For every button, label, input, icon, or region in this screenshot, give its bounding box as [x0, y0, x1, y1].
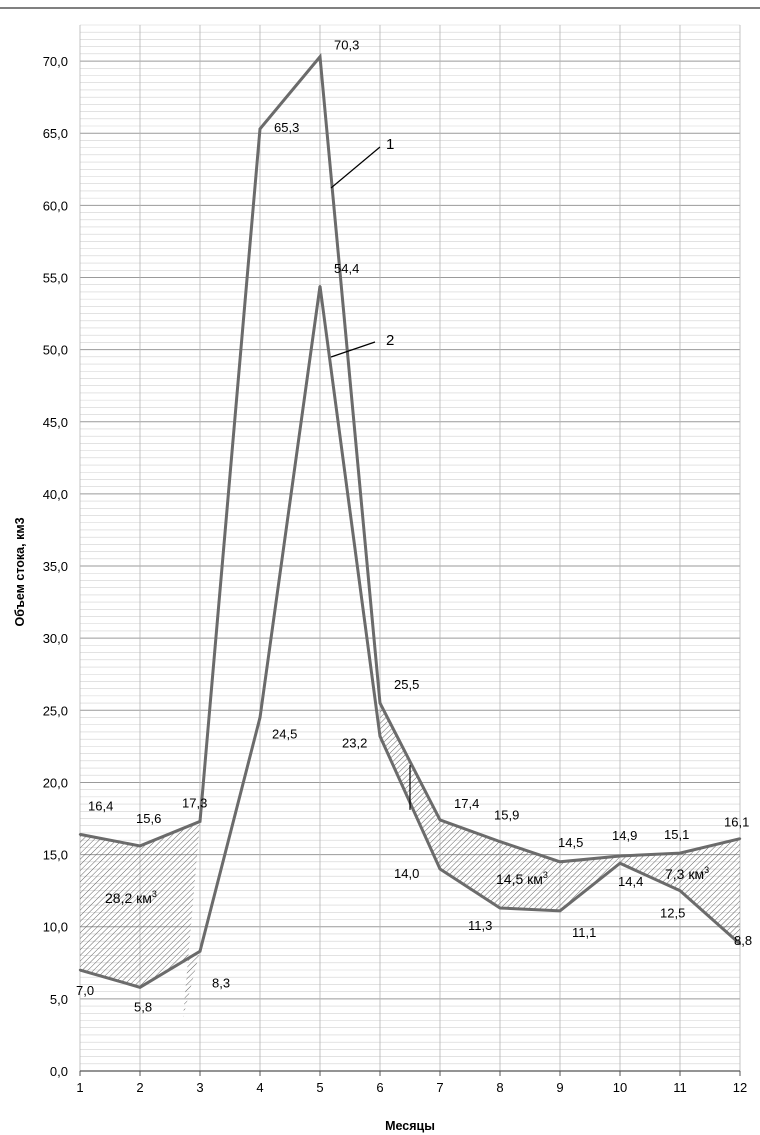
series-2-data-label: 12,5 [660, 906, 685, 921]
series-2-point [498, 906, 502, 910]
series-1-data-label: 70,3 [334, 38, 359, 53]
y-axis-title: Объем стока, км3 [13, 517, 27, 626]
area-annotation-superscript: 3 [152, 889, 157, 899]
area-annotation: 14,5 км3 [496, 870, 548, 887]
series-1-callout-label: 1 [386, 136, 394, 153]
series-2-point [678, 889, 682, 892]
y-tick-label: 30,0 [43, 631, 68, 646]
y-tick-label: 0,0 [50, 1064, 68, 1079]
x-tick-label: 4 [256, 1080, 263, 1095]
x-tick-label: 1 [76, 1080, 83, 1095]
data-labels: 16,4 15,6 17,3 65,3 70,3 25,5 17,4 15,9 14,5 14,9… [76, 38, 752, 1015]
series-1-point [318, 55, 322, 58]
series-lines [78, 53, 742, 989]
area-annotation: 7,3 км3 [665, 865, 709, 882]
series-1-data-label: 16,1 [724, 815, 749, 830]
series-1-point [678, 851, 682, 855]
series-2-data-label: 54,4 [334, 261, 359, 276]
series-2-callout-label: 2 [386, 332, 394, 349]
x-tick-label: 8 [496, 1080, 503, 1095]
x-tick-label: 2 [136, 1080, 143, 1095]
series-2-point [138, 986, 142, 989]
series-2-data-label: 8,8 [734, 933, 752, 948]
y-tick-label: 15,0 [43, 848, 68, 863]
series-1-point [78, 833, 82, 836]
series-1-point [618, 854, 622, 858]
area-annotation-superscript: 3 [543, 870, 548, 880]
series-1-data-label: 15,1 [664, 827, 689, 842]
x-tick-label: 11 [673, 1080, 687, 1095]
hatched-area-autumn [620, 838, 740, 945]
series-2-data-label: 11,1 [572, 925, 596, 940]
x-tick-label: 9 [556, 1080, 563, 1095]
series-2-point [378, 735, 382, 738]
area-annotation: 28,2 км3 [105, 889, 157, 906]
series-1-point [438, 818, 442, 822]
y-tick-label: 10,0 [43, 920, 68, 935]
series-1-line [79, 53, 741, 864]
series-2-data-label: 7,0 [76, 983, 94, 998]
series-1-data-label: 65,3 [274, 120, 299, 135]
y-tick-label: 20,0 [43, 775, 68, 790]
series-1-point [258, 127, 262, 131]
series-2-data-label: 5,8 [134, 999, 152, 1014]
series-1-point [558, 860, 562, 863]
series-2-data-label: 14,0 [394, 866, 419, 881]
series-2-point [558, 909, 562, 913]
series-2-point [198, 950, 202, 953]
axes: 0,0 5,0 10,0 15,0 20,0 25,0 30,0 35,0 40,0 45,0 50… [43, 54, 748, 1095]
series-1-data-label: 15,9 [494, 808, 519, 823]
y-tick-label: 35,0 [43, 559, 68, 574]
y-tick-label: 60,0 [43, 198, 68, 213]
x-axis-title: Месяцы [385, 1119, 435, 1133]
x-tick-label: 5 [316, 1080, 323, 1095]
x-tick-label: 12 [733, 1080, 747, 1095]
series-2-point [438, 867, 442, 871]
series-1-point [138, 844, 142, 848]
x-tick-label: 3 [196, 1080, 203, 1095]
y-tick-label: 5,0 [50, 992, 68, 1007]
area-annotation-value: 7,3 км [665, 866, 704, 882]
series-2-data-label: 23,2 [342, 735, 367, 750]
series-2-point [258, 716, 262, 719]
y-tick-label: 25,0 [43, 703, 68, 718]
area-annotation-value: 14,5 км [496, 871, 543, 887]
series-2-callout-leader [330, 341, 376, 358]
series-2-point [78, 968, 82, 972]
y-tick-label: 55,0 [43, 270, 68, 285]
y-tick-label: 50,0 [43, 343, 68, 358]
grid [79, 24, 741, 1072]
series-1-callout-leader [330, 146, 381, 189]
series-2-point [318, 284, 322, 288]
series-2-data-label: 8,3 [212, 975, 230, 990]
series-1-data-label: 14,5 [558, 835, 583, 850]
y-tick-label: 40,0 [43, 487, 68, 502]
series-1-data-label: 16,4 [88, 798, 113, 813]
series-2-data-label: 14,4 [618, 874, 643, 889]
series-2-data-label: 24,5 [272, 727, 297, 742]
series-1-data-label: 14,9 [612, 828, 637, 843]
hatched-area-summer [380, 703, 620, 911]
y-tick-label: 70,0 [43, 54, 68, 69]
y-tick-label: 65,0 [43, 126, 68, 141]
series-1-data-label: 17,3 [182, 795, 207, 810]
series-2-data-label: 11,3 [468, 918, 492, 933]
x-tick-label: 7 [436, 1080, 443, 1095]
series-1-point [738, 837, 742, 840]
series-1-data-label: 25,5 [394, 677, 419, 692]
series-1-point [498, 840, 502, 843]
area-annotation-superscript: 3 [704, 865, 709, 875]
series-2-point [618, 862, 622, 865]
y-tick-label: 45,0 [43, 415, 68, 430]
series-1-point [378, 701, 382, 705]
series-1-data-label: 17,4 [454, 796, 479, 811]
series-2-point [738, 942, 742, 946]
series-1-point [198, 820, 202, 823]
series-1-data-label: 15,6 [136, 811, 161, 826]
x-tick-label: 10 [613, 1080, 627, 1095]
area-annotation-value: 28,2 км [105, 890, 152, 906]
x-tick-label: 6 [376, 1080, 383, 1095]
